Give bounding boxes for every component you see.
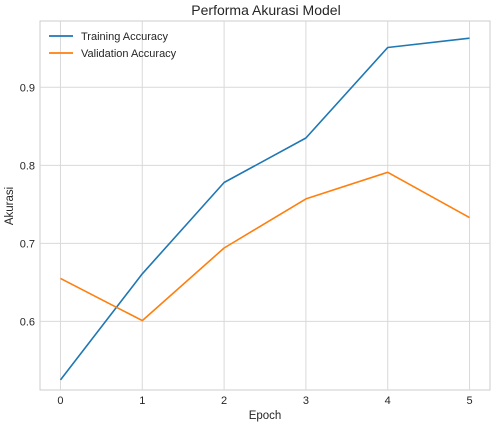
vertical-gridlines — [59, 21, 471, 390]
x-tick-label: 1 — [139, 395, 145, 407]
series-layer — [59, 37, 470, 381]
legend: Training Accuracy Validation Accuracy — [49, 31, 177, 60]
y-tick-label: 0.7 — [20, 238, 35, 250]
x-tick-label: 2 — [221, 395, 227, 407]
training-accuracy-line — [59, 37, 470, 381]
y-tick-label: 0.6 — [20, 316, 35, 328]
plot-area — [39, 20, 491, 391]
y-axis-ticks: 0.6 0.7 0.8 0.9 — [20, 82, 35, 328]
legend-item-training: Training Accuracy — [49, 31, 169, 43]
y-tick-label: 0.9 — [20, 82, 35, 94]
x-axis-ticks: 0 1 2 3 4 5 — [57, 395, 472, 407]
legend-label: Validation Accuracy — [81, 48, 177, 60]
y-axis-label: Akurasi — [4, 187, 16, 225]
chart-title: Performa Akurasi Model — [191, 2, 340, 18]
legend-item-validation: Validation Accuracy — [49, 48, 177, 60]
x-tick-label: 5 — [466, 395, 472, 407]
legend-label: Training Accuracy — [81, 31, 169, 43]
x-tick-label: 4 — [385, 395, 391, 407]
horizontal-gridlines — [40, 86, 490, 322]
x-tick-label: 3 — [303, 395, 309, 407]
x-tick-label: 0 — [57, 395, 63, 407]
validation-accuracy-line — [60, 171, 470, 322]
y-tick-label: 0.8 — [20, 160, 35, 172]
x-axis-label: Epoch — [249, 410, 282, 422]
